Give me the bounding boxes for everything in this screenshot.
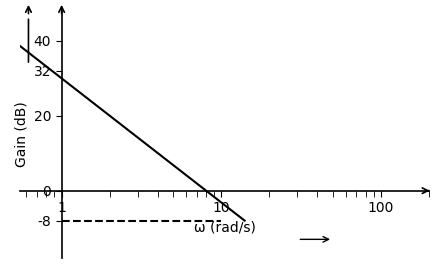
X-axis label: ω (rad/s): ω (rad/s) xyxy=(194,221,255,235)
Y-axis label: Gain (dB): Gain (dB) xyxy=(14,102,28,167)
